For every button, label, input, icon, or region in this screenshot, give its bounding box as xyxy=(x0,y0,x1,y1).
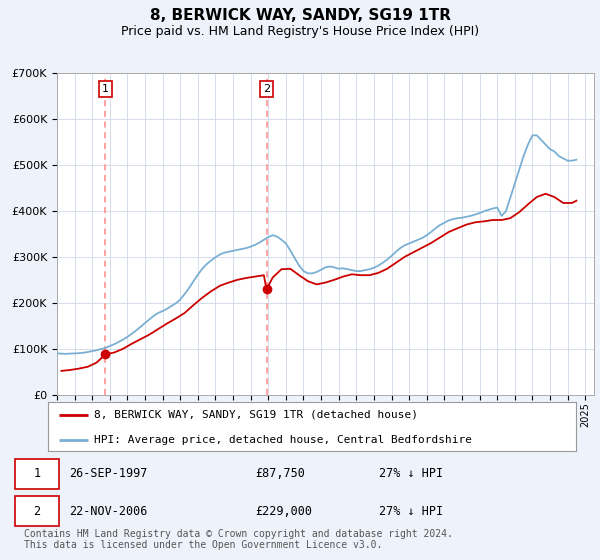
Text: 22-NOV-2006: 22-NOV-2006 xyxy=(69,505,147,518)
FancyBboxPatch shape xyxy=(15,459,59,489)
Text: Price paid vs. HM Land Registry's House Price Index (HPI): Price paid vs. HM Land Registry's House … xyxy=(121,25,479,38)
Text: 1: 1 xyxy=(34,467,41,480)
Text: 2: 2 xyxy=(263,84,270,94)
Text: 26-SEP-1997: 26-SEP-1997 xyxy=(69,467,147,480)
Text: £229,000: £229,000 xyxy=(255,505,312,518)
Text: £87,750: £87,750 xyxy=(255,467,305,480)
Text: 27% ↓ HPI: 27% ↓ HPI xyxy=(379,505,443,518)
Text: 27% ↓ HPI: 27% ↓ HPI xyxy=(379,467,443,480)
FancyBboxPatch shape xyxy=(15,496,59,526)
Text: HPI: Average price, detached house, Central Bedfordshire: HPI: Average price, detached house, Cent… xyxy=(94,435,472,445)
Text: Contains HM Land Registry data © Crown copyright and database right 2024.
This d: Contains HM Land Registry data © Crown c… xyxy=(24,529,453,550)
Text: 8, BERWICK WAY, SANDY, SG19 1TR: 8, BERWICK WAY, SANDY, SG19 1TR xyxy=(149,8,451,24)
Text: 2: 2 xyxy=(34,505,41,518)
Text: 1: 1 xyxy=(102,84,109,94)
Text: 8, BERWICK WAY, SANDY, SG19 1TR (detached house): 8, BERWICK WAY, SANDY, SG19 1TR (detache… xyxy=(94,410,418,420)
